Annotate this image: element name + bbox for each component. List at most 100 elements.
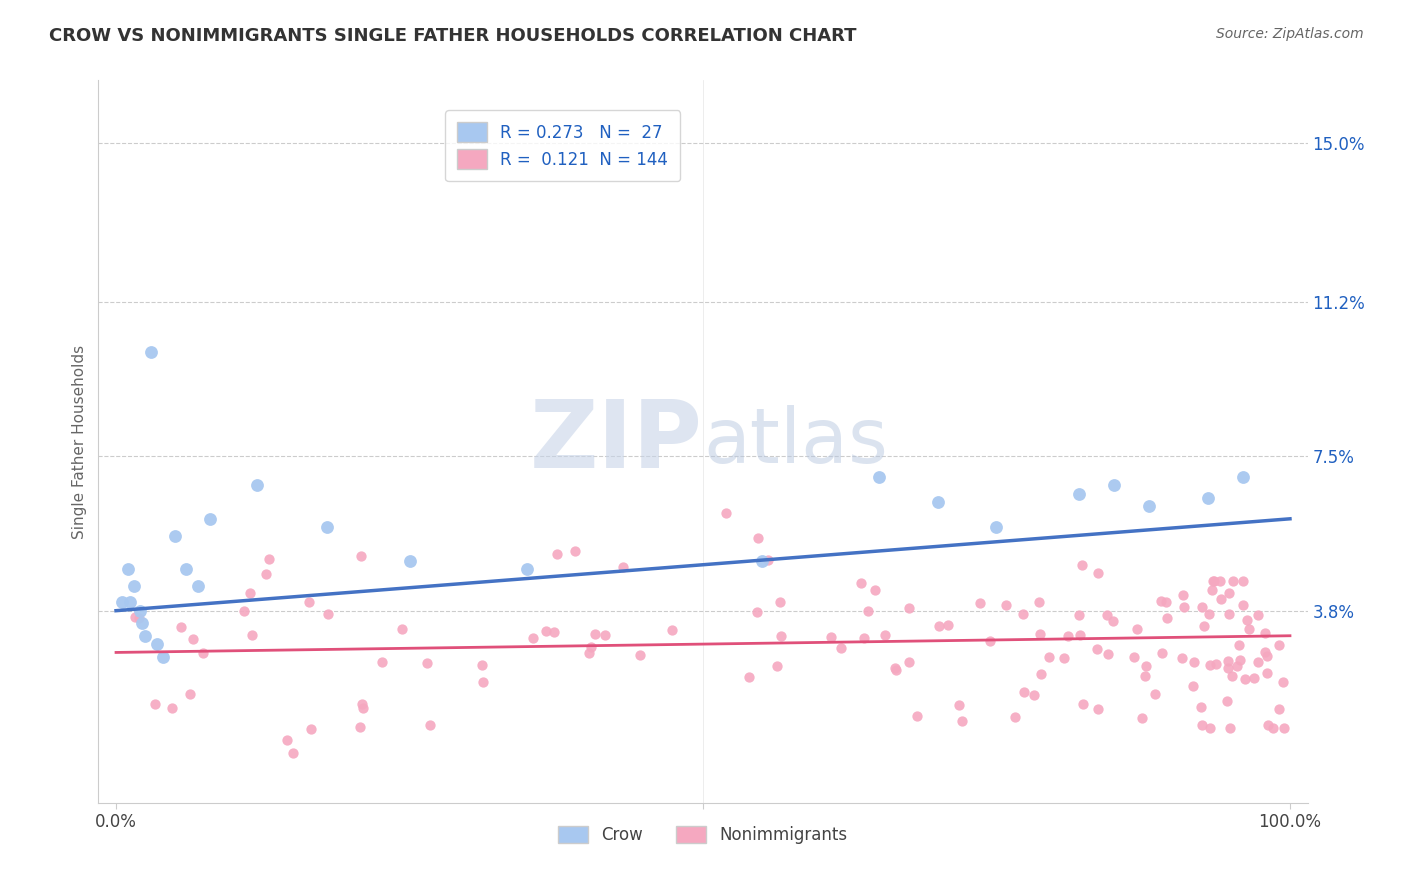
Point xyxy=(853,631,876,645)
Point xyxy=(176,562,198,576)
Point xyxy=(1191,717,1213,731)
Point xyxy=(146,637,169,651)
Point xyxy=(628,648,651,662)
Point xyxy=(950,714,973,728)
Point xyxy=(1256,648,1278,663)
Point xyxy=(141,344,163,359)
Point xyxy=(1205,657,1227,671)
Text: Source: ZipAtlas.com: Source: ZipAtlas.com xyxy=(1216,27,1364,41)
Point xyxy=(117,562,139,576)
Point xyxy=(472,674,495,689)
Point xyxy=(578,646,600,660)
Point xyxy=(583,627,606,641)
Point xyxy=(1102,478,1125,492)
Point xyxy=(534,624,557,638)
Point xyxy=(419,718,441,732)
Point xyxy=(1261,721,1284,735)
Point xyxy=(1095,607,1118,622)
Point xyxy=(747,531,769,545)
Point xyxy=(747,605,769,619)
Point xyxy=(979,633,1001,648)
Point xyxy=(1192,618,1215,632)
Point xyxy=(1012,685,1035,699)
Point xyxy=(1004,710,1026,724)
Point xyxy=(898,655,921,669)
Point xyxy=(858,604,880,618)
Point xyxy=(371,655,394,669)
Point xyxy=(1218,607,1240,622)
Point xyxy=(522,632,544,646)
Point xyxy=(181,632,204,647)
Point xyxy=(1226,659,1249,673)
Point xyxy=(1011,607,1033,622)
Point xyxy=(593,627,616,641)
Point xyxy=(768,594,790,608)
Point xyxy=(1254,625,1277,640)
Point xyxy=(1028,626,1050,640)
Point xyxy=(1220,669,1243,683)
Point xyxy=(232,604,254,618)
Point xyxy=(128,604,150,618)
Point xyxy=(1272,721,1295,735)
Point xyxy=(898,601,921,615)
Point xyxy=(198,512,221,526)
Point xyxy=(124,610,146,624)
Point xyxy=(1130,711,1153,725)
Point xyxy=(1247,608,1270,623)
Point xyxy=(1198,607,1220,621)
Point xyxy=(1154,595,1177,609)
Point xyxy=(751,553,773,567)
Point xyxy=(1067,608,1090,623)
Point xyxy=(1232,598,1254,612)
Point xyxy=(1233,672,1256,686)
Point xyxy=(349,720,371,734)
Point xyxy=(1267,702,1289,716)
Point xyxy=(1191,599,1213,614)
Point xyxy=(1171,588,1194,602)
Point xyxy=(298,595,321,609)
Legend: Crow, Nonimmigrants: Crow, Nonimmigrants xyxy=(550,817,856,852)
Point xyxy=(1256,666,1278,681)
Point xyxy=(1216,694,1239,708)
Point xyxy=(391,623,413,637)
Point xyxy=(969,596,991,610)
Point xyxy=(1229,652,1251,666)
Point xyxy=(169,620,191,634)
Point xyxy=(1150,594,1173,608)
Point xyxy=(884,663,907,677)
Point xyxy=(927,495,949,509)
Point xyxy=(863,583,886,598)
Y-axis label: Single Father Households: Single Father Households xyxy=(72,344,87,539)
Point xyxy=(907,709,929,723)
Point xyxy=(160,701,183,715)
Point xyxy=(1181,679,1204,693)
Point xyxy=(1038,649,1060,664)
Point xyxy=(873,628,896,642)
Point xyxy=(316,607,339,622)
Point xyxy=(276,732,298,747)
Point xyxy=(1189,699,1212,714)
Point xyxy=(352,698,374,712)
Point xyxy=(770,629,793,643)
Text: ZIP: ZIP xyxy=(530,395,703,488)
Point xyxy=(1218,654,1240,668)
Point xyxy=(1268,638,1291,652)
Point xyxy=(830,641,852,656)
Point xyxy=(299,722,322,736)
Point xyxy=(1182,656,1205,670)
Point xyxy=(849,575,872,590)
Point xyxy=(143,697,166,711)
Point xyxy=(1232,574,1254,589)
Point xyxy=(1069,628,1091,642)
Point xyxy=(1199,721,1222,735)
Point xyxy=(936,618,959,632)
Point xyxy=(1056,629,1078,643)
Point xyxy=(1097,647,1119,661)
Point xyxy=(1173,600,1195,615)
Point xyxy=(1067,487,1090,501)
Point xyxy=(1156,611,1178,625)
Point xyxy=(546,547,568,561)
Point xyxy=(1087,566,1109,580)
Point xyxy=(259,552,281,566)
Point xyxy=(1052,651,1074,665)
